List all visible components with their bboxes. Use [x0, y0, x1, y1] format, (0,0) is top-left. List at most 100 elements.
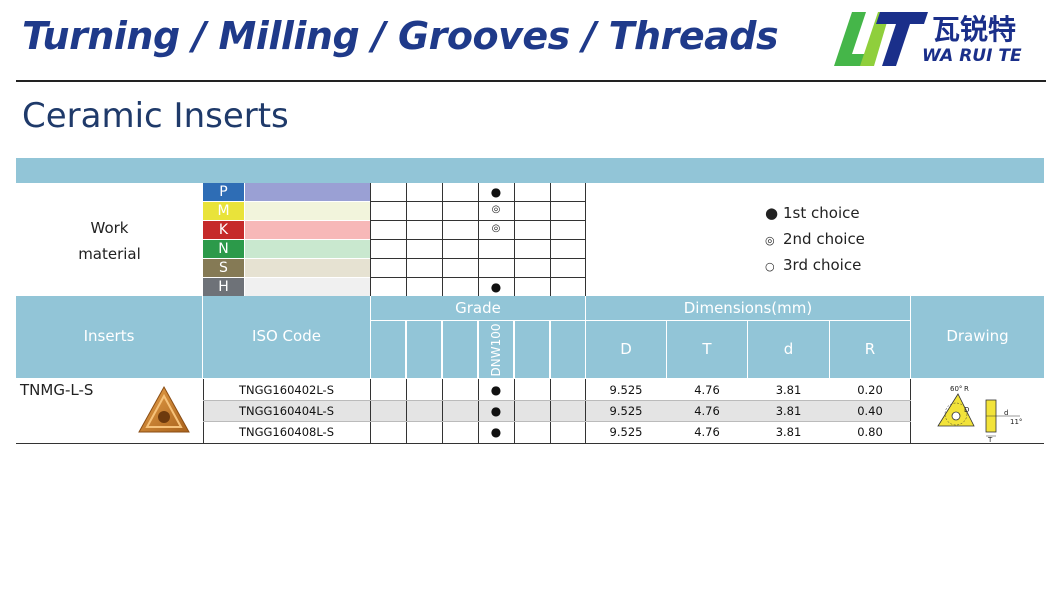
- grade-column-header: [551, 321, 585, 378]
- material-letter-h: H: [203, 278, 244, 296]
- material-row-h: H: [203, 278, 370, 297]
- grid-line: [406, 379, 407, 443]
- grid-line: [203, 400, 911, 401]
- material-row-k: K: [203, 221, 370, 240]
- material-color-bar-p: [245, 183, 370, 201]
- table-top-band: [16, 158, 1044, 183]
- grid-line: [370, 277, 585, 278]
- grid-line: [442, 379, 443, 443]
- grade-column-header: [443, 321, 477, 378]
- legend-first-choice: ● 1st choice: [765, 204, 860, 222]
- header-divider: [910, 296, 911, 378]
- iso-code-cell: TNGG160402L-S: [203, 383, 370, 397]
- legend-label: 2nd choice: [783, 230, 865, 248]
- grade-column-header: [515, 321, 549, 378]
- material-mark-h: ●: [478, 280, 514, 294]
- insert-drawing: 60° R D d T 11°: [930, 382, 1040, 442]
- material-color-bar-n: [245, 240, 370, 258]
- second-choice-icon: ◎: [765, 234, 783, 247]
- grid-line: [370, 220, 585, 221]
- legend-third-choice: ○ 3rd choice: [765, 256, 861, 274]
- drawing-angle-label: 60°: [950, 385, 962, 393]
- material-mark-p: ●: [478, 185, 514, 199]
- drawing-radius-label: R: [964, 385, 969, 393]
- dimension-r-header: R: [830, 321, 910, 378]
- grid-line: [585, 183, 586, 296]
- grid-line: [370, 258, 585, 259]
- header-title: Turning / Milling / Grooves / Threads: [22, 14, 778, 58]
- first-choice-icon: ●: [765, 204, 783, 222]
- material-color-bar-h: [245, 278, 370, 296]
- legend-second-choice: ◎ 2nd choice: [765, 230, 865, 248]
- material-row-s: S: [203, 259, 370, 278]
- logo-chinese-text: 瓦锐特: [932, 8, 1016, 48]
- dimension-t-cell: 4.76: [667, 383, 747, 397]
- dimension-t-cell: 4.76: [667, 404, 747, 418]
- dimension-r-cell: 0.20: [830, 383, 910, 397]
- material-color-bar-k: [245, 221, 370, 239]
- logo-mark-icon: [830, 8, 930, 70]
- grid-line: [203, 421, 911, 422]
- drawing-hole-label: d: [1004, 409, 1008, 417]
- work-material-label: Work material: [16, 215, 203, 267]
- drawing-thickness-label: T: [987, 436, 993, 442]
- header-divider: [370, 296, 371, 378]
- legend-label: 1st choice: [783, 204, 860, 222]
- insert-name: TNMG-L-S: [20, 381, 93, 399]
- dimension-small-d-cell: 3.81: [748, 425, 829, 439]
- page-title: Ceramic Inserts: [22, 96, 289, 136]
- legend-label: 3rd choice: [783, 256, 861, 274]
- brand-logo: 瓦锐特 WA RUI TE: [830, 8, 1045, 70]
- material-row-p: P: [203, 183, 370, 202]
- table-bottom-border: [16, 443, 1044, 444]
- third-choice-icon: ○: [765, 260, 783, 273]
- material-color-bar-s: [245, 259, 370, 277]
- insert-image-icon: [136, 384, 192, 438]
- grid-line: [910, 379, 911, 443]
- material-mark-m: ◎: [478, 204, 514, 215]
- iso-code-cell: TNGG160404L-S: [203, 404, 370, 418]
- grade-mark-cell: ●: [478, 383, 514, 397]
- header-divider: [16, 80, 1046, 82]
- dimension-small-d-cell: 3.81: [748, 383, 829, 397]
- header-divider: [585, 296, 586, 378]
- grade-column-header: [407, 321, 441, 378]
- drawing-diameter-label: D: [964, 406, 969, 414]
- material-letter-n: N: [203, 240, 244, 258]
- iso-code-cell: TNGG160408L-S: [203, 425, 370, 439]
- grade-name-dnw100: DNW100: [478, 322, 514, 378]
- inserts-header: Inserts: [16, 296, 202, 378]
- grid-line: [514, 379, 515, 443]
- work-material-label-line2: material: [16, 241, 203, 267]
- grade-column-header: [371, 321, 405, 378]
- header-divider: [202, 296, 203, 378]
- grade-mark-cell: ●: [478, 425, 514, 439]
- material-letter-s: S: [203, 259, 244, 277]
- material-letter-p: P: [203, 183, 244, 201]
- material-mark-k: ◎: [478, 223, 514, 234]
- material-row-m: M: [203, 202, 370, 221]
- header-divider: [371, 320, 585, 321]
- dimension-small-d-cell: 3.81: [748, 404, 829, 418]
- grid-line: [370, 201, 585, 202]
- dimension-r-cell: 0.80: [830, 425, 910, 439]
- material-color-bar-m: [245, 202, 370, 220]
- iso-code-header: ISO Code: [203, 296, 370, 378]
- dimensions-header: Dimensions(mm): [586, 296, 910, 320]
- logo-english-text: WA RUI TE: [922, 46, 1022, 66]
- dimension-d-cell: 9.525: [586, 383, 666, 397]
- grade-mark-cell: ●: [478, 404, 514, 418]
- grid-line: [370, 379, 371, 443]
- material-row-n: N: [203, 240, 370, 259]
- dimension-d-header: D: [586, 321, 666, 378]
- header-divider: [586, 320, 910, 321]
- dimension-t-header: T: [667, 321, 747, 378]
- grade-name-dnw100-text: DNW100: [489, 324, 503, 377]
- dimension-r-cell: 0.40: [830, 404, 910, 418]
- material-letter-m: M: [203, 202, 244, 220]
- dimension-t-cell: 4.76: [667, 425, 747, 439]
- dimension-d-cell: 9.525: [586, 425, 666, 439]
- dimension-d-cell: 9.525: [586, 404, 666, 418]
- material-letter-k: K: [203, 221, 244, 239]
- grid-line: [370, 239, 585, 240]
